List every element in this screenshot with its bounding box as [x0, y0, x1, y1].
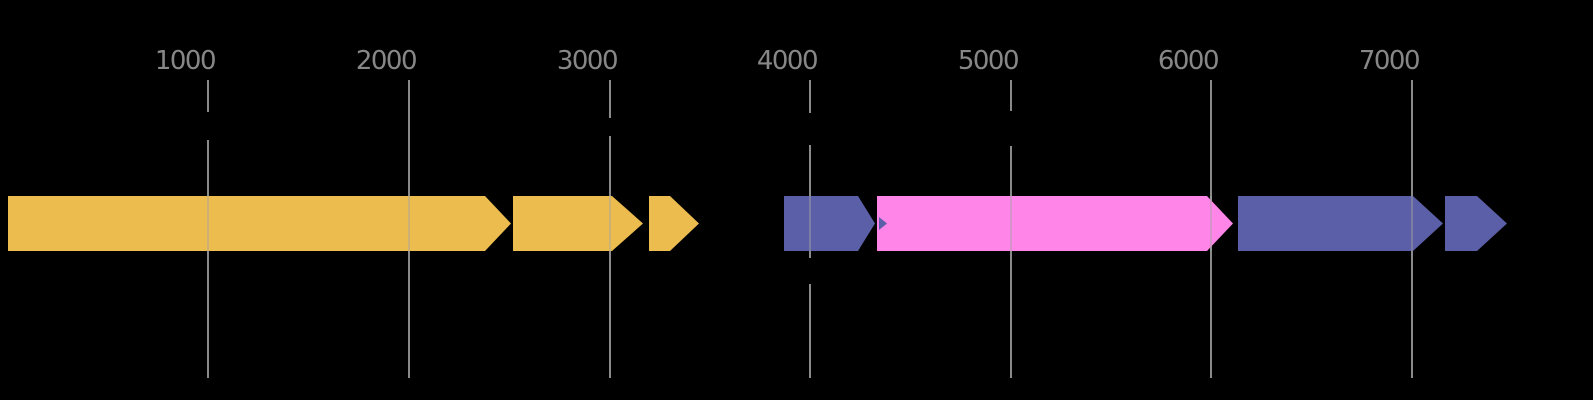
ruler-line-gap — [808, 258, 812, 284]
ruler-line-overlay-2000 — [408, 196, 410, 251]
axis-tick-label-7000: 7000 — [1358, 46, 1421, 76]
feature-4-tip-marker — [879, 217, 887, 230]
axis-tick-label-3000: 3000 — [556, 46, 619, 76]
ruler-line-overlay-3000 — [609, 196, 611, 251]
ruler-line-gap — [1009, 111, 1013, 146]
feature-4 — [784, 196, 875, 251]
ruler-line-overlay-4000 — [809, 196, 811, 251]
axis-tick-label-5000: 5000 — [957, 46, 1020, 76]
feature-5 — [877, 196, 1233, 251]
axis-tick-label-6000: 6000 — [1157, 46, 1220, 76]
feature-2 — [513, 196, 643, 251]
axis-tick-label-2000: 2000 — [355, 46, 418, 76]
axis-tick-label-1000: 1000 — [154, 46, 217, 76]
ruler-line-gap — [206, 112, 210, 140]
ruler-line-overlay-1000 — [207, 196, 209, 251]
ruler-line-overlay-5000 — [1010, 196, 1012, 251]
feature-3 — [649, 196, 699, 251]
feature-7 — [1445, 196, 1507, 251]
axis-tick-label-4000: 4000 — [756, 46, 819, 76]
ruler-line-overlay-7000 — [1411, 196, 1413, 251]
ruler-line-gap — [608, 118, 612, 136]
feature-6 — [1238, 196, 1443, 251]
ruler-line-overlay-6000 — [1210, 196, 1212, 251]
feature-1 — [8, 196, 511, 251]
ruler-line-gap — [808, 113, 812, 145]
